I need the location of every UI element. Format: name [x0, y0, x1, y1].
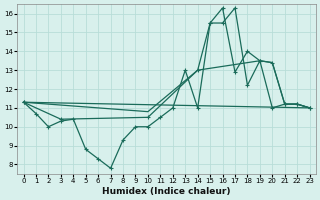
X-axis label: Humidex (Indice chaleur): Humidex (Indice chaleur): [102, 187, 231, 196]
